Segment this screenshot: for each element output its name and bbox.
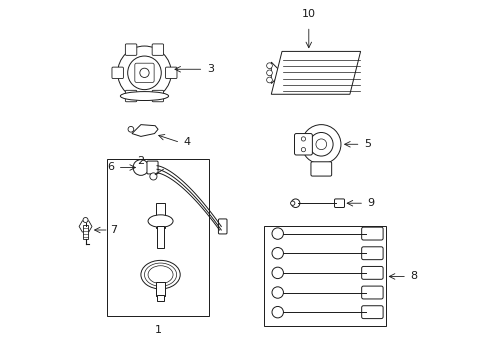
Circle shape: [266, 70, 272, 76]
Bar: [157, 226, 163, 248]
Text: 3: 3: [206, 64, 214, 74]
FancyBboxPatch shape: [165, 67, 177, 78]
Polygon shape: [79, 221, 92, 232]
Circle shape: [301, 137, 305, 141]
FancyBboxPatch shape: [218, 219, 226, 234]
FancyBboxPatch shape: [361, 266, 382, 279]
Circle shape: [315, 139, 326, 150]
FancyBboxPatch shape: [135, 63, 154, 82]
Circle shape: [149, 173, 157, 180]
Circle shape: [291, 199, 299, 207]
Circle shape: [266, 77, 272, 83]
FancyBboxPatch shape: [152, 44, 163, 55]
Circle shape: [271, 306, 283, 318]
Bar: [156, 282, 164, 296]
Polygon shape: [132, 125, 158, 136]
Circle shape: [301, 148, 305, 152]
Circle shape: [83, 217, 88, 222]
FancyBboxPatch shape: [147, 161, 158, 174]
FancyBboxPatch shape: [112, 67, 123, 78]
Circle shape: [301, 125, 340, 164]
Polygon shape: [271, 62, 282, 84]
FancyBboxPatch shape: [294, 134, 312, 155]
Polygon shape: [271, 51, 360, 94]
Circle shape: [309, 132, 332, 156]
FancyBboxPatch shape: [152, 90, 163, 102]
Text: 10: 10: [301, 9, 315, 19]
Circle shape: [271, 248, 283, 259]
FancyBboxPatch shape: [361, 247, 382, 260]
Bar: [157, 295, 163, 301]
Circle shape: [127, 56, 161, 90]
FancyBboxPatch shape: [361, 306, 382, 319]
Circle shape: [140, 68, 149, 77]
Bar: [264, 226, 385, 327]
Text: 9: 9: [367, 198, 374, 208]
Circle shape: [133, 159, 148, 175]
Ellipse shape: [148, 215, 173, 227]
Text: 2: 2: [137, 156, 144, 166]
Text: 8: 8: [410, 271, 417, 282]
Text: 1: 1: [154, 325, 161, 335]
Circle shape: [271, 228, 283, 239]
Bar: [156, 203, 164, 228]
Circle shape: [271, 267, 283, 279]
FancyBboxPatch shape: [361, 286, 382, 299]
Bar: [107, 158, 208, 316]
FancyBboxPatch shape: [125, 90, 137, 102]
Circle shape: [266, 63, 272, 68]
FancyBboxPatch shape: [310, 162, 331, 176]
Text: 7: 7: [110, 225, 118, 235]
Text: 4: 4: [183, 138, 190, 148]
Circle shape: [118, 46, 171, 100]
Bar: [83, 225, 88, 239]
Ellipse shape: [120, 91, 168, 100]
Circle shape: [290, 201, 294, 205]
Circle shape: [128, 126, 134, 132]
FancyBboxPatch shape: [334, 199, 344, 207]
Circle shape: [271, 287, 283, 298]
Text: 5: 5: [364, 139, 370, 149]
FancyBboxPatch shape: [361, 227, 382, 240]
Text: 6: 6: [107, 162, 114, 172]
FancyBboxPatch shape: [125, 44, 137, 55]
